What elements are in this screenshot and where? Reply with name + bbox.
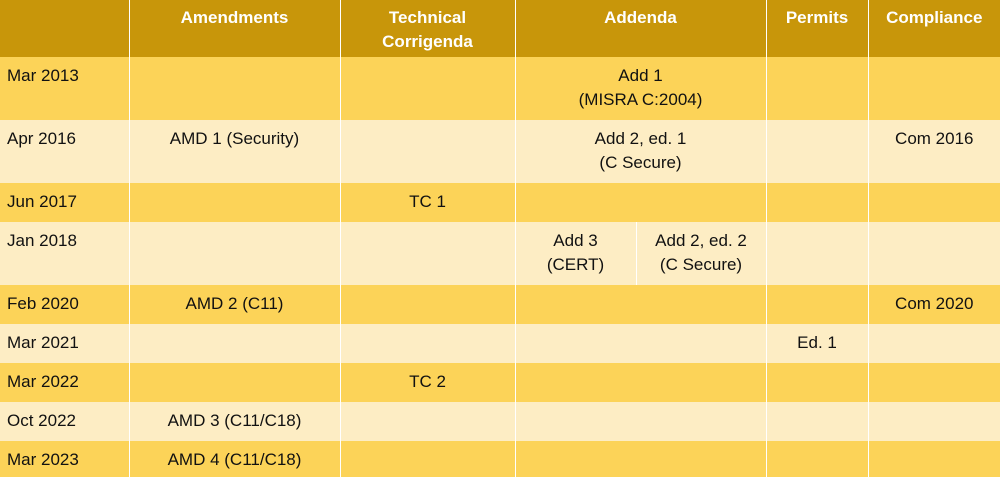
row-amendments [129, 222, 341, 285]
row-permits [766, 285, 869, 324]
row-addenda-left: Add 3 (CERT) [515, 222, 637, 285]
row-technical-corrigenda: TC 1 [340, 183, 516, 222]
row-compliance [868, 324, 1000, 363]
row-amendments: AMD 4 (C11/C18) [129, 441, 341, 477]
row-addenda [515, 441, 767, 477]
row-amendments: AMD 1 (Security) [129, 120, 341, 183]
table-row: Apr 2016 AMD 1 (Security) Add 2, ed. 1 (… [0, 120, 1000, 183]
header-amendments: Amendments [129, 0, 341, 57]
row-amendments [129, 57, 341, 120]
header-date [0, 0, 130, 57]
row-date: Jan 2018 [0, 222, 130, 285]
row-permits: Ed. 1 [766, 324, 869, 363]
table-row: Jan 2018 Add 3 (CERT) Add 2, ed. 2 (C Se… [0, 222, 1000, 285]
header-compliance: Compliance [868, 0, 1000, 57]
row-addenda [515, 402, 767, 441]
row-permits [766, 120, 869, 183]
row-technical-corrigenda [340, 222, 516, 285]
row-compliance [868, 183, 1000, 222]
table-row: Oct 2022 AMD 3 (C11/C18) [0, 402, 1000, 441]
row-date: Mar 2023 [0, 441, 130, 477]
row-amendments [129, 363, 341, 402]
row-date: Mar 2013 [0, 57, 130, 120]
row-compliance [868, 402, 1000, 441]
row-technical-corrigenda [340, 57, 516, 120]
row-addenda-right: Add 2, ed. 2 (C Secure) [636, 222, 767, 285]
row-technical-corrigenda [340, 285, 516, 324]
row-permits [766, 183, 869, 222]
row-amendments: AMD 3 (C11/C18) [129, 402, 341, 441]
row-date: Feb 2020 [0, 285, 130, 324]
table-row: Mar 2023 AMD 4 (C11/C18) [0, 441, 1000, 477]
row-amendments [129, 183, 341, 222]
row-permits [766, 441, 869, 477]
row-compliance: Com 2020 [868, 285, 1000, 324]
row-addenda [515, 324, 767, 363]
table-row: Feb 2020 AMD 2 (C11) Com 2020 [0, 285, 1000, 324]
row-addenda: Add 1 (MISRA C:2004) [515, 57, 767, 120]
row-permits [766, 363, 869, 402]
row-amendments [129, 324, 341, 363]
row-technical-corrigenda [340, 441, 516, 477]
header-technical-corrigenda: Technical Corrigenda [340, 0, 516, 57]
row-technical-corrigenda [340, 120, 516, 183]
row-compliance [868, 441, 1000, 477]
row-technical-corrigenda [340, 324, 516, 363]
table-row: Mar 2013 Add 1 (MISRA C:2004) [0, 57, 1000, 120]
table-row: Mar 2021 Ed. 1 [0, 324, 1000, 363]
row-addenda [515, 363, 767, 402]
row-date: Apr 2016 [0, 120, 130, 183]
table-row: Jun 2017 TC 1 [0, 183, 1000, 222]
row-permits [766, 57, 869, 120]
header-permits: Permits [766, 0, 869, 57]
row-technical-corrigenda [340, 402, 516, 441]
table-row: Mar 2022 TC 2 [0, 363, 1000, 402]
row-compliance [868, 363, 1000, 402]
header-row: Amendments Technical Corrigenda Addenda … [0, 0, 1000, 57]
header-addenda: Addenda [515, 0, 767, 57]
row-addenda [515, 285, 767, 324]
row-compliance [868, 222, 1000, 285]
row-addenda [515, 183, 767, 222]
row-date: Jun 2017 [0, 183, 130, 222]
row-permits [766, 402, 869, 441]
row-technical-corrigenda: TC 2 [340, 363, 516, 402]
row-date: Mar 2021 [0, 324, 130, 363]
row-amendments: AMD 2 (C11) [129, 285, 341, 324]
row-permits [766, 222, 869, 285]
row-compliance: Com 2016 [868, 120, 1000, 183]
row-addenda: Add 2, ed. 1 (C Secure) [515, 120, 767, 183]
row-compliance [868, 57, 1000, 120]
row-date: Mar 2022 [0, 363, 130, 402]
row-date: Oct 2022 [0, 402, 130, 441]
